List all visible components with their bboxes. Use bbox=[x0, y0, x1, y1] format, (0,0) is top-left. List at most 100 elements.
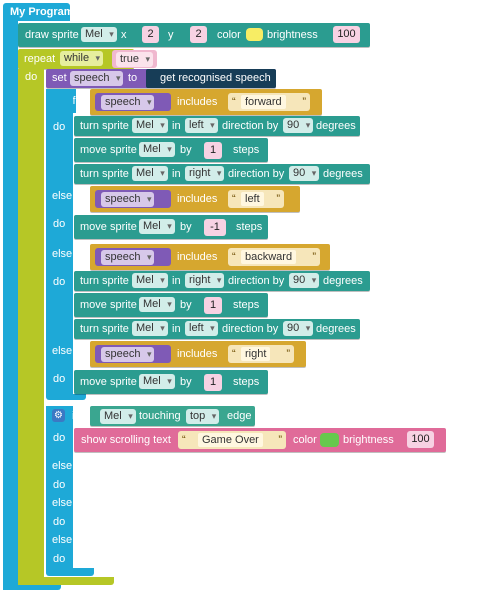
turn-sprite-dropdown[interactable]: Mel bbox=[132, 321, 168, 336]
steps-label: steps bbox=[236, 221, 263, 233]
turn-sprite-dropdown[interactable]: Mel bbox=[132, 166, 168, 181]
condition-left[interactable]: speech includes “ left ” bbox=[90, 186, 300, 212]
turn-angle-dropdown[interactable]: 90 bbox=[283, 321, 314, 336]
program-body-bar bbox=[3, 20, 18, 590]
turn-direction-dropdown[interactable]: left bbox=[185, 118, 218, 133]
repeat-condition-dropdown[interactable]: true bbox=[116, 52, 153, 67]
recognised-speech-block[interactable]: get recognised speech bbox=[146, 69, 276, 88]
repeat-condition-block[interactable]: true bbox=[112, 50, 157, 68]
program-footer bbox=[3, 583, 61, 590]
draw-sprite-block[interactable]: draw sprite Mel x 2 y 2 color brightness… bbox=[18, 23, 370, 47]
set-variable-dropdown[interactable]: speech bbox=[70, 71, 124, 86]
turn-sprite-dropdown[interactable]: Mel bbox=[132, 118, 168, 133]
repeat-while-block[interactable]: repeat while true bbox=[18, 49, 157, 69]
scroll-brightness-input[interactable]: 100 bbox=[407, 431, 434, 448]
move-steps-input[interactable]: -1 bbox=[204, 219, 226, 236]
set-label: set bbox=[52, 72, 67, 84]
draw-y-label: y bbox=[168, 29, 174, 41]
turn-right-block-1[interactable]: turn sprite Mel in right direction by 90… bbox=[74, 164, 370, 184]
move-block-4[interactable]: move sprite Mel by 1 steps bbox=[74, 370, 268, 394]
move-label: move sprite bbox=[80, 299, 137, 311]
draw-color-label: color bbox=[217, 29, 241, 41]
scroll-string-block[interactable]: “ Game Over ” bbox=[178, 431, 286, 449]
turn-right-block-2[interactable]: turn sprite Mel in right direction by 90… bbox=[74, 271, 370, 291]
show-scrolling-text-block[interactable]: show scrolling text “ Game Over ” color … bbox=[74, 428, 446, 452]
scroll-text[interactable]: Game Over bbox=[198, 433, 263, 447]
string-forward[interactable]: forward bbox=[241, 95, 286, 109]
string-block-forward[interactable]: “ forward ” bbox=[228, 93, 310, 111]
set-variable-block[interactable]: set speech to get recognised speech bbox=[46, 69, 276, 88]
turn-direction-dropdown[interactable]: right bbox=[185, 273, 225, 288]
move-block-2[interactable]: move sprite Mel by -1 steps bbox=[74, 215, 268, 239]
repeat-mode-dropdown[interactable]: while bbox=[60, 51, 104, 66]
condition-backward[interactable]: speech includes “ backward ” bbox=[90, 244, 330, 270]
scroll-color-swatch[interactable] bbox=[320, 433, 339, 447]
move-steps-input[interactable]: 1 bbox=[204, 142, 222, 159]
if2-gear-icon[interactable]: ⚙ bbox=[52, 409, 65, 422]
move-sprite-dropdown[interactable]: Mel bbox=[139, 297, 175, 312]
if2-do-label-1: do bbox=[53, 432, 66, 444]
move-steps-input[interactable]: 1 bbox=[204, 374, 222, 391]
close-quote-1: ” bbox=[302, 96, 306, 108]
recognised-speech-label: get recognised speech bbox=[160, 72, 271, 84]
string-left[interactable]: left bbox=[241, 192, 264, 206]
includes-label-2: includes bbox=[177, 193, 218, 205]
draw-y-input[interactable]: 2 bbox=[190, 26, 207, 43]
move-block-1[interactable]: move sprite Mel by 1 steps bbox=[74, 138, 268, 162]
draw-color-swatch[interactable] bbox=[246, 28, 263, 41]
string-backward[interactable]: backward bbox=[241, 250, 297, 264]
empty-condition-slot-3[interactable] bbox=[86, 535, 91, 544]
draw-sprite-dropdown[interactable]: Mel bbox=[81, 27, 117, 42]
if2-body-bar bbox=[46, 406, 73, 570]
edge-dropdown[interactable]: top bbox=[186, 409, 220, 424]
speech-var-block-3[interactable]: speech bbox=[95, 248, 171, 266]
speech-var-dropdown-1[interactable]: speech bbox=[101, 95, 155, 110]
string-block-left[interactable]: “ left ” bbox=[228, 190, 284, 208]
program-title: My Program bbox=[10, 6, 74, 18]
speech-var-dropdown-2[interactable]: speech bbox=[101, 192, 155, 207]
turn-angle-dropdown[interactable]: 90 bbox=[289, 273, 320, 288]
condition-right[interactable]: speech includes “ right ” bbox=[90, 341, 306, 367]
speech-var-block-2[interactable]: speech bbox=[95, 190, 171, 208]
turn-angle-dropdown[interactable]: 90 bbox=[283, 118, 314, 133]
draw-sprite-label: draw sprite bbox=[25, 29, 79, 41]
string-block-right[interactable]: “ right ” bbox=[228, 345, 294, 363]
repeat-body-bar bbox=[18, 69, 44, 585]
draw-x-input[interactable]: 2 bbox=[142, 26, 159, 43]
if1-do-label-2: do bbox=[53, 218, 66, 230]
turn-sprite-dropdown[interactable]: Mel bbox=[132, 273, 168, 288]
move-sprite-dropdown[interactable]: Mel bbox=[139, 374, 175, 389]
speech-var-dropdown-4[interactable]: speech bbox=[101, 347, 155, 362]
speech-var-dropdown-3[interactable]: speech bbox=[101, 250, 155, 265]
move-block-3[interactable]: move sprite Mel by 1 steps bbox=[74, 293, 268, 317]
move-steps-input[interactable]: 1 bbox=[204, 297, 222, 314]
if1-do-label-4: do bbox=[53, 373, 66, 385]
touching-label: touching bbox=[139, 410, 181, 422]
if1-footer bbox=[46, 394, 86, 400]
string-right[interactable]: right bbox=[241, 347, 271, 361]
turn-direction-dropdown[interactable]: left bbox=[185, 321, 218, 336]
repeat-do-label: do bbox=[25, 71, 38, 83]
steps-label: steps bbox=[233, 144, 260, 156]
touching-sprite-dropdown[interactable]: Mel bbox=[100, 409, 136, 424]
move-sprite-dropdown[interactable]: Mel bbox=[139, 219, 175, 234]
direction-label: direction by bbox=[228, 275, 285, 287]
turn-left-block-1[interactable]: turn sprite Mel in left direction by 90 … bbox=[74, 116, 360, 136]
move-label: move sprite bbox=[80, 376, 137, 388]
by-label: by bbox=[180, 221, 192, 233]
turn-direction-dropdown[interactable]: right bbox=[185, 166, 225, 181]
string-block-backward[interactable]: “ backward ” bbox=[228, 248, 320, 266]
condition-forward[interactable]: speech includes “ forward ” bbox=[90, 89, 322, 115]
speech-var-block-4[interactable]: speech bbox=[95, 345, 171, 363]
degrees-label: degrees bbox=[323, 275, 363, 287]
move-sprite-dropdown[interactable]: Mel bbox=[139, 142, 175, 157]
speech-var-block-1[interactable]: speech bbox=[95, 93, 171, 111]
turn-angle-dropdown[interactable]: 90 bbox=[289, 166, 320, 181]
draw-brightness-input[interactable]: 100 bbox=[333, 26, 360, 43]
edge-label: edge bbox=[227, 410, 252, 422]
program-block[interactable]: My Program bbox=[3, 3, 74, 21]
empty-condition-slot-1[interactable] bbox=[86, 461, 91, 470]
touching-edge-condition[interactable]: Mel touching top edge bbox=[90, 406, 255, 426]
empty-condition-slot-2[interactable] bbox=[86, 498, 91, 507]
turn-left-block-2[interactable]: turn sprite Mel in left direction by 90 … bbox=[74, 319, 360, 339]
